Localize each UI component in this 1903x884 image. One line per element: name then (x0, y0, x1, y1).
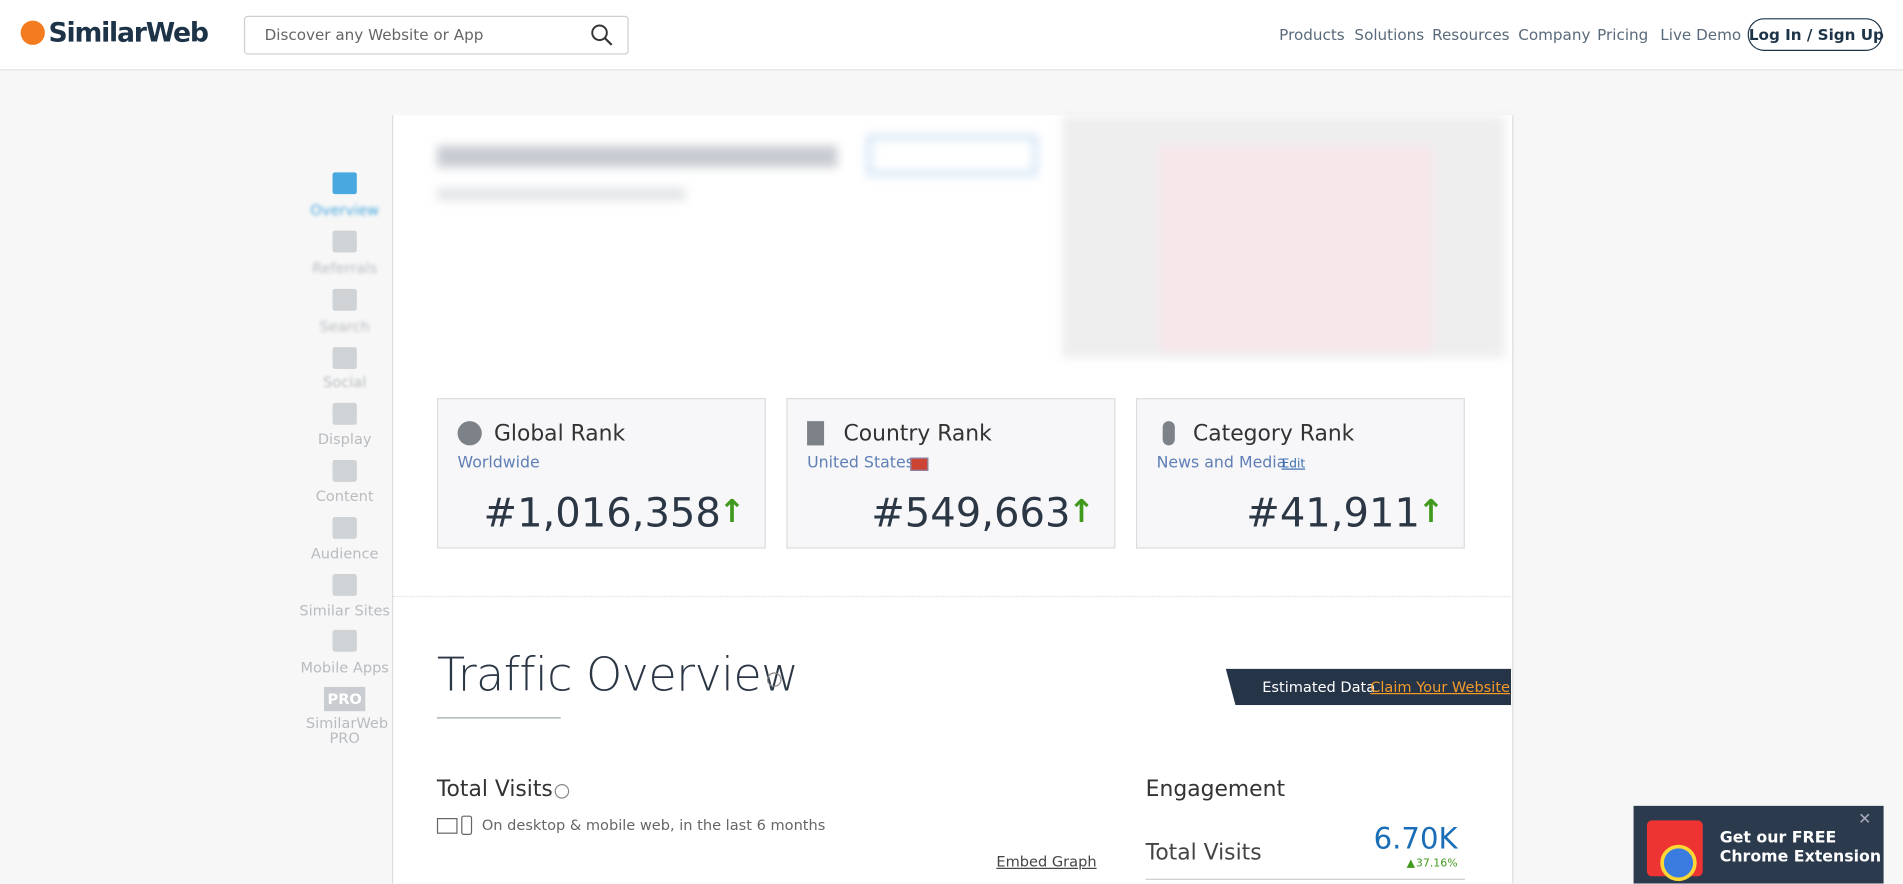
rank-card: Global Rank Worldwide #1,016,358 ↑ (436, 398, 766, 549)
card-title: Total Visits (436, 776, 553, 803)
sidebar-icon (332, 629, 357, 652)
globe-icon (457, 421, 482, 446)
blurred-site-header (401, 109, 1505, 382)
nav-link[interactable]: Products (1279, 25, 1345, 44)
logo-icon (20, 20, 45, 45)
estimated-label: Estimated Data (1262, 678, 1376, 696)
mobile-icon (461, 815, 473, 835)
sidebar-item[interactable]: Referrals (312, 259, 378, 277)
search-icon[interactable] (590, 23, 614, 47)
engagement-title: Engagement (1145, 776, 1286, 803)
sidebar-icon (332, 347, 357, 369)
sidebar-item[interactable]: Display (317, 430, 372, 448)
search-placeholder: Discover any Website or App (264, 25, 484, 44)
info-icon[interactable] (554, 784, 570, 799)
up-arrow: ↑ (1068, 493, 1095, 531)
sidebar-icon (332, 459, 357, 482)
rank-value: #1,016,358 (483, 489, 721, 537)
nav-link[interactable]: Pricing (1597, 25, 1649, 44)
chrome-icon (1660, 844, 1697, 882)
sidebar-item[interactable]: Similar Sites (299, 601, 390, 619)
rank-title: Global Rank (493, 421, 626, 447)
metric-value: 6.70K (1373, 821, 1458, 856)
rank-value: #41,911 (1246, 489, 1420, 537)
extension-text: Get our FREE (1719, 828, 1837, 848)
nav-link[interactable]: Live Demo (1660, 25, 1742, 44)
sidebar-item[interactable]: Content (315, 487, 374, 505)
search-box[interactable] (243, 15, 629, 55)
sidebar-item[interactable]: SimilarWeb PRO (305, 714, 389, 747)
mic-icon (1162, 421, 1175, 446)
sidebar-item[interactable]: Audience (310, 544, 379, 562)
sidebar-icon (332, 402, 357, 425)
sidebar-item[interactable]: Mobile Apps (300, 659, 389, 677)
nav-link[interactable]: Resources (1432, 25, 1510, 44)
rank-card: Category Rank News and Media Edit #41,91… (1135, 398, 1465, 549)
login-button[interactable]: Log In / Sign Up (1747, 18, 1884, 51)
us-flag (910, 457, 929, 471)
embed-link[interactable]: Embed Graph (996, 853, 1097, 871)
sidebar-icon (332, 574, 357, 596)
sidebar-icon (332, 517, 357, 539)
edit-link[interactable]: Edit (1281, 457, 1306, 471)
rank-title: Category Rank (1193, 421, 1355, 447)
sidebar-item[interactable]: Search (319, 317, 370, 335)
rank-card: Country Rank United States #549,663 ↑ (786, 398, 1116, 549)
nav-link[interactable]: Solutions (1354, 25, 1425, 44)
nav-link[interactable]: Company (1518, 25, 1591, 44)
sidebar-icon (332, 288, 357, 311)
desktop-icon (436, 818, 458, 834)
logo[interactable]: SimilarWeb (48, 18, 210, 49)
metric-divider (1145, 878, 1465, 880)
change-arrow: ▲ (1406, 858, 1416, 871)
estimated-banner (1225, 668, 1511, 706)
flag-icon (807, 421, 825, 446)
close-button[interactable]: ✕ (1858, 810, 1872, 829)
rank-title: Country Rank (843, 421, 992, 447)
up-arrow: ↑ (718, 493, 746, 531)
pro-badge: PRO (324, 686, 366, 712)
up-arrow: ↑ (1417, 493, 1445, 531)
sidebar-item[interactable]: Social (323, 373, 367, 391)
extension-text: Chrome Extension (1719, 848, 1882, 867)
rank-subtitle[interactable]: Worldwide (457, 453, 540, 473)
rank-value: #549,663 (871, 489, 1071, 537)
rank-subtitle[interactable]: News and Media (1156, 453, 1287, 473)
sidebar-icon (332, 172, 357, 195)
card-subtitle: On desktop & mobile web, in the last 6 m… (481, 816, 826, 834)
info-icon[interactable] (767, 672, 782, 687)
section-title: Traffic Overview (436, 648, 799, 702)
sidebar-icon (332, 230, 357, 253)
divider (393, 595, 1510, 598)
rank-subtitle[interactable]: United States (807, 453, 914, 473)
title-underline (436, 717, 561, 719)
metric-change: 37.16% (1415, 858, 1458, 871)
claim-link[interactable]: Claim Your Website (1370, 678, 1510, 696)
sidebar-item[interactable]: Overview (310, 201, 379, 219)
metric-label: Total Visits (1145, 839, 1262, 866)
